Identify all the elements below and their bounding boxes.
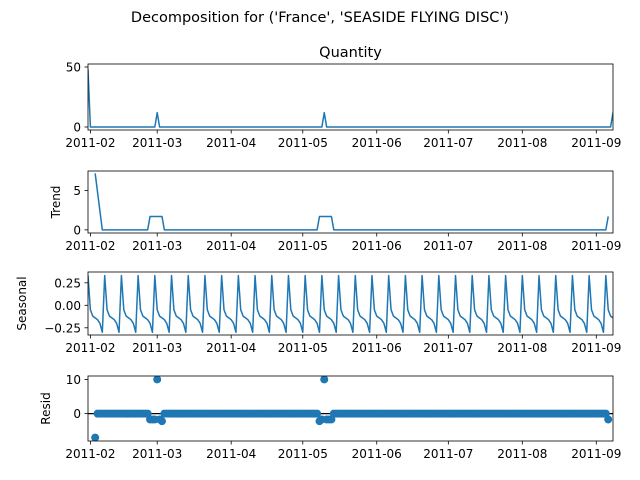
resid-point — [604, 415, 613, 424]
observed-ytick-label: 50 — [66, 61, 81, 75]
observed-title: Quantity — [319, 45, 382, 61]
observed-xtick-label: 2011-03 — [132, 136, 182, 150]
seasonal-xtick-label: 2011-06 — [352, 341, 402, 355]
trend-xtick-label: 2011-04 — [206, 239, 256, 253]
seasonal-xtick-label: 2011-08 — [497, 341, 547, 355]
observed-series-line — [88, 69, 613, 128]
trend-ytick-label: 0 — [73, 223, 81, 237]
observed-xtick-label: 2011-06 — [352, 136, 402, 150]
seasonal-ytick-label: 0.00 — [54, 299, 81, 313]
trend-xtick-label: 2011-09 — [571, 239, 621, 253]
resid-point — [313, 409, 322, 418]
observed-xtick-label: 2011-07 — [423, 136, 473, 150]
observed-xtick-label: 2011-09 — [571, 136, 621, 150]
seasonal-panel: Seasonal 0.25 0.00 −0.25 2011-02 2011-03 2011-… — [15, 271, 621, 355]
resid-xtick-label: 2011-09 — [571, 447, 621, 461]
resid-xtick-label: 2011-07 — [423, 447, 473, 461]
trend-ylabel: Trend — [49, 186, 63, 220]
observed-frame — [87, 63, 614, 131]
resid-point — [91, 433, 100, 441]
resid-point — [320, 376, 329, 384]
resid-xtick-label: 2011-04 — [206, 447, 256, 461]
observed-xtick-label: 2011-08 — [497, 136, 547, 150]
trend-xtick-label: 2011-07 — [423, 239, 473, 253]
seasonal-xtick-label: 2011-05 — [278, 341, 328, 355]
resid-xtick-label: 2011-02 — [65, 447, 115, 461]
resid-xtick-label: 2011-05 — [278, 447, 328, 461]
seasonal-series-line — [88, 274, 613, 334]
resid-ylabel: Resid — [39, 392, 53, 424]
figure-title: Decomposition for ('France', 'SEASIDE FL… — [131, 10, 509, 26]
observed-panel: Quantity 0 50 2011-02 2011-03 2011-04 2011-05 2… — [65, 45, 621, 150]
seasonal-xtick-label: 2011-09 — [571, 341, 621, 355]
trend-xtick-label: 2011-05 — [278, 239, 328, 253]
seasonal-ylabel: Seasonal — [15, 276, 29, 330]
trend-xtick-label: 2011-06 — [352, 239, 402, 253]
trend-xtick-label: 2011-03 — [132, 239, 182, 253]
seasonal-ytick-label: 0.25 — [54, 276, 81, 290]
resid-ytick-label: 0 — [73, 407, 81, 421]
resid-xtick-label: 2011-06 — [352, 447, 402, 461]
trend-panel: Trend 0 5 2011-02 2011-03 2011-04 2011-05 2011-… — [49, 170, 621, 253]
observed-ytick-label: 0 — [73, 121, 81, 135]
observed-xtick-label: 2011-05 — [278, 136, 328, 150]
seasonal-plot-area — [88, 274, 613, 334]
resid-point — [153, 376, 162, 384]
seasonal-xtick-label: 2011-07 — [423, 341, 473, 355]
resid-xtick-label: 2011-08 — [497, 447, 547, 461]
observed-xtick-label: 2011-04 — [206, 136, 256, 150]
seasonal-ytick-label: −0.25 — [44, 321, 81, 335]
resid-panel: Resid 10 0 2011-02 2011-03 2011-04 2011-05 2011… — [39, 373, 621, 461]
trend-xtick-label: 2011-02 — [65, 239, 115, 253]
resid-plot-area — [88, 376, 613, 441]
observed-plot-area — [88, 69, 613, 128]
resid-frame — [87, 375, 614, 442]
trend-frame — [87, 170, 614, 234]
resid-xtick-label: 2011-03 — [132, 447, 182, 461]
trend-xtick-label: 2011-08 — [497, 239, 547, 253]
trend-ytick-label: 5 — [73, 184, 81, 198]
seasonal-frame — [87, 271, 614, 336]
observed-xtick-label: 2011-02 — [65, 136, 115, 150]
seasonal-xtick-label: 2011-04 — [206, 341, 256, 355]
seasonal-xtick-label: 2011-02 — [65, 341, 115, 355]
trend-plot-area — [94, 173, 609, 231]
seasonal-xtick-label: 2011-03 — [132, 341, 182, 355]
resid-ytick-label: 10 — [66, 373, 81, 387]
resid-point — [157, 417, 166, 426]
trend-series-line — [94, 173, 609, 231]
